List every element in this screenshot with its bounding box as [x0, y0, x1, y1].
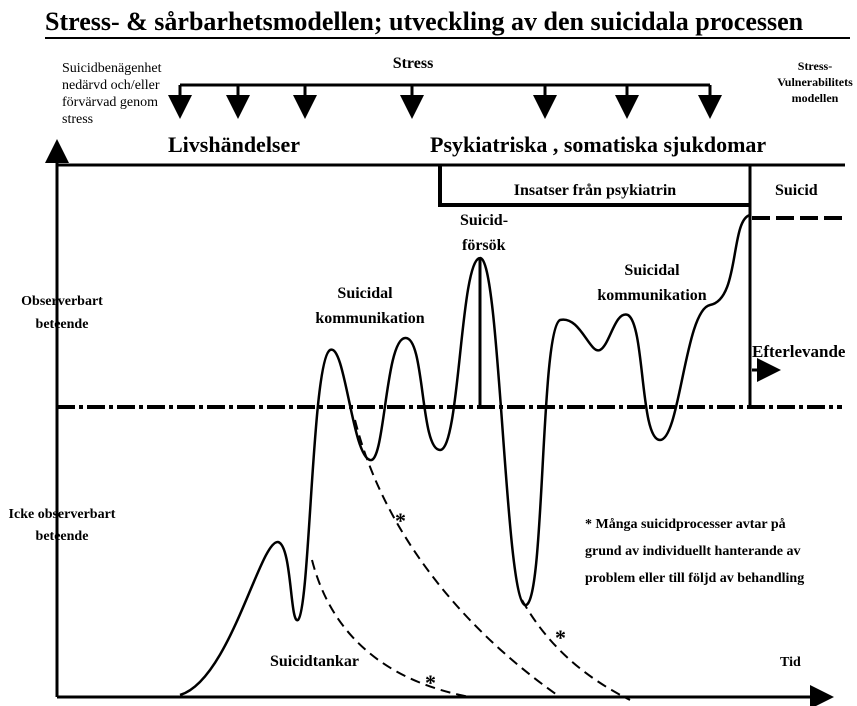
predisposition: stress	[62, 112, 93, 127]
communication: kommunikation	[315, 310, 424, 327]
communication: Suicidal	[337, 285, 393, 302]
suicide: Suicid	[775, 182, 818, 199]
note: grund av individuellt hanterande av	[585, 544, 801, 559]
stress: Stress	[393, 55, 434, 72]
asterisk: *	[555, 625, 566, 650]
predisposition: Suicidbenägenhet	[62, 61, 162, 76]
layout	[45, 37, 850, 706]
note: problem eller till följd av behandling	[585, 571, 804, 586]
unobservable: beteende	[36, 529, 89, 544]
model: Vulnerabilitets	[777, 75, 853, 89]
illness: Psykiatriska , somatiska sjukdomar	[430, 132, 766, 157]
title: Stress- & sårbarhetsmodellen; utveckling…	[45, 7, 804, 36]
model: modellen	[792, 91, 839, 105]
attempt: försök	[462, 237, 506, 254]
predisposition: förvärvad genom	[62, 95, 158, 110]
life-events: Livshändelser	[168, 132, 300, 157]
psychiatry: Insatser från psykiatrin	[514, 182, 676, 199]
predisposition: nedärvd och/eller	[62, 78, 160, 93]
survivors: Efterlevande	[752, 342, 846, 361]
asterisk: *	[395, 508, 406, 533]
unobservable: Icke observerbart	[9, 507, 116, 522]
thoughts: Suicidtankar	[270, 653, 359, 670]
asterisk: *	[425, 670, 436, 695]
observable: beteende	[36, 317, 89, 332]
communication: kommunikation	[597, 287, 706, 304]
communication: Suicidal	[624, 262, 680, 279]
note: * Många suicidprocesser avtar på	[585, 517, 786, 532]
time: Tid	[780, 655, 801, 670]
model: Stress-	[798, 59, 832, 73]
attempt: Suicid-	[460, 212, 508, 229]
observable: Observerbart	[21, 294, 103, 309]
